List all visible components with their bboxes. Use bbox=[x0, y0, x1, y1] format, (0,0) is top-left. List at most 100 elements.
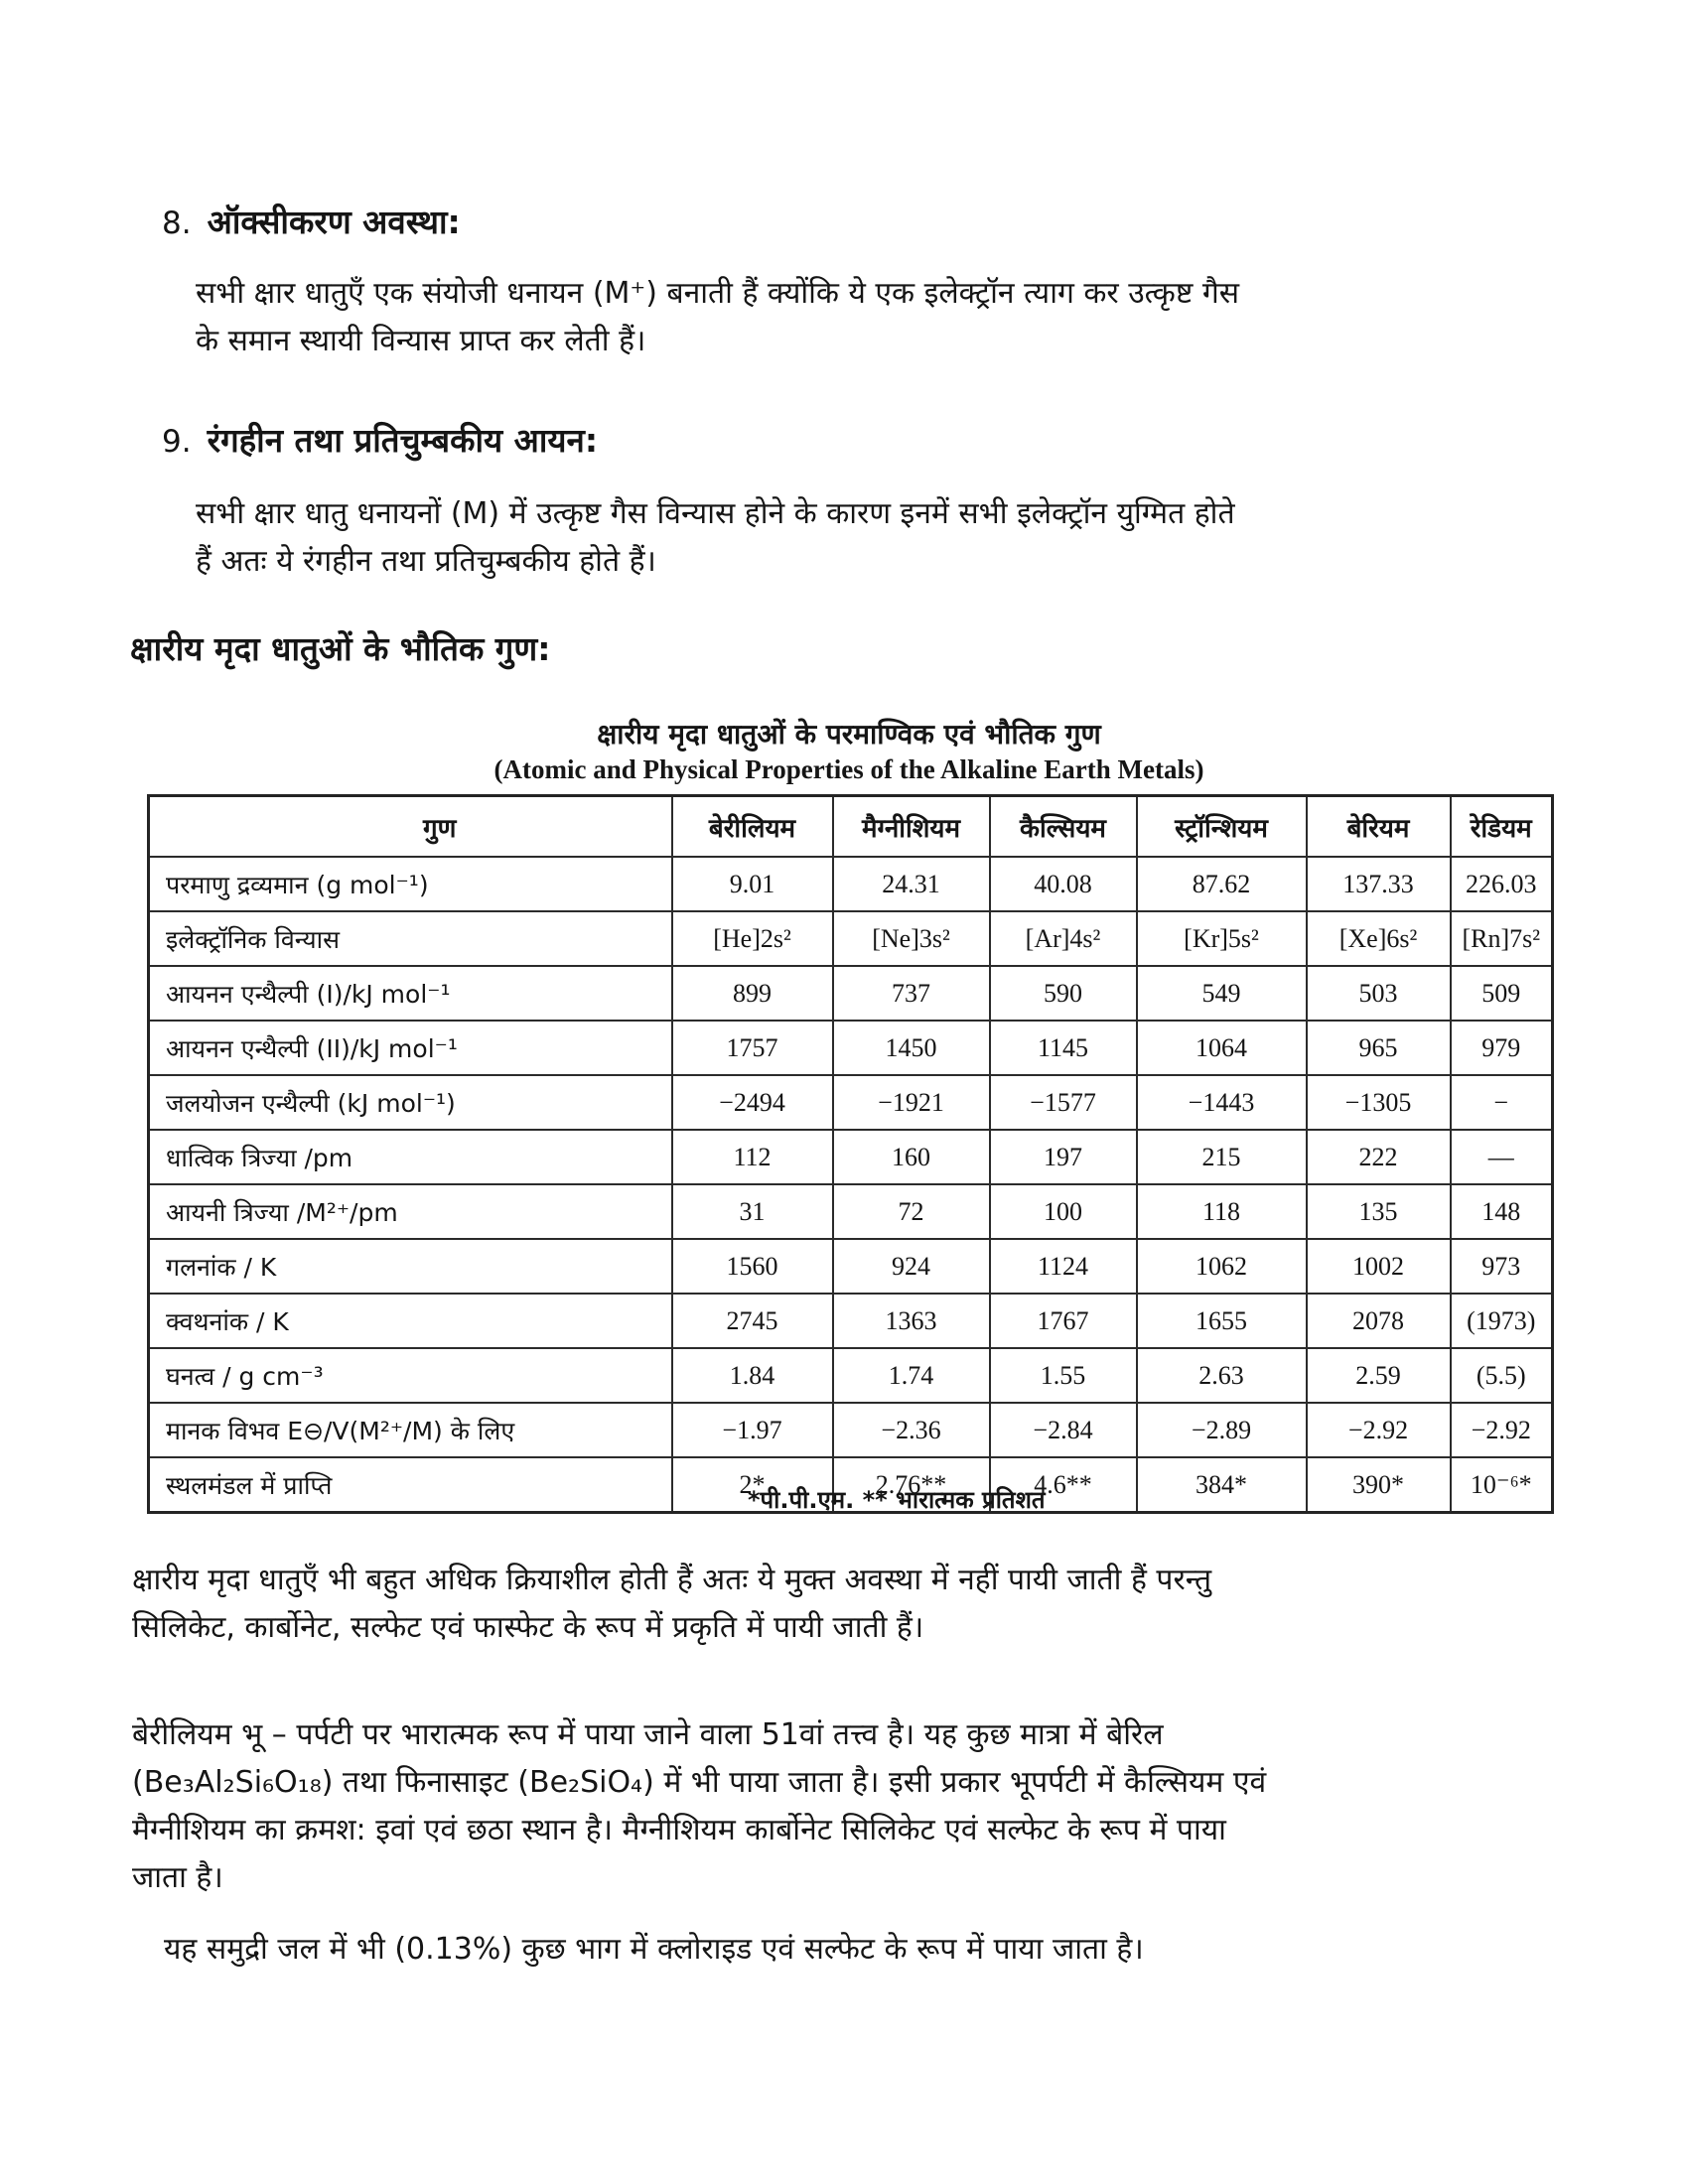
value-cell: −2.92 bbox=[1305, 1402, 1452, 1458]
value-cell: [Kr]5s² bbox=[1135, 910, 1308, 967]
value-cell: 973 bbox=[1449, 1238, 1554, 1295]
value-cell: −2.84 bbox=[988, 1402, 1138, 1458]
row-label-cell: परमाणु द्रव्यमान (g mol⁻¹) bbox=[147, 856, 673, 912]
value-cell: 2.59 bbox=[1305, 1347, 1452, 1404]
table-row: धात्विक त्रिज्या /pm 112 160 197 215 222… bbox=[147, 1129, 1554, 1185]
value-cell: 4.6** bbox=[988, 1456, 1138, 1514]
value-cell: 197 bbox=[988, 1129, 1138, 1185]
value-cell: 10⁻⁶* bbox=[1449, 1456, 1554, 1514]
table-header-row: गुण बेरीलियम मैग्नीशियम कैल्सियम स्ट्रॉन… bbox=[147, 794, 1554, 858]
value-cell: 135 bbox=[1305, 1183, 1452, 1240]
value-cell: 899 bbox=[670, 965, 834, 1022]
value-cell: 24.31 bbox=[831, 856, 991, 912]
table-row: जलयोजन एन्थैल्पी (kJ mol⁻¹) −2494 −1921 … bbox=[147, 1074, 1554, 1131]
text-line: के समान स्थायी विन्यास प्राप्त कर लेती ह… bbox=[196, 324, 646, 358]
value-cell: 226.03 bbox=[1449, 856, 1554, 912]
properties-table: गुण बेरीलियम मैग्नीशियम कैल्सियम स्ट्रॉन… bbox=[147, 794, 1554, 1514]
text-line: सभी क्षार धातु धनायनों (M) में उत्कृष्ट … bbox=[196, 496, 1235, 531]
value-cell: 737 bbox=[831, 965, 991, 1022]
text-line: सिलिकेट, कार्बोनेट, सल्फेट एवं फास्फेट क… bbox=[132, 1610, 924, 1645]
value-cell: [Ar]4s² bbox=[988, 910, 1138, 967]
value-cell: 137.33 bbox=[1305, 856, 1452, 912]
text-line: सभी क्षार धातुएँ एक संयोजी धनायन (M⁺) बन… bbox=[196, 276, 1240, 311]
table-row: स्थलमंडल में प्राप्ति 2* 2.76** 4.6** 38… bbox=[147, 1456, 1554, 1514]
value-cell: 2.76** bbox=[831, 1456, 991, 1514]
value-cell: [Ne]3s² bbox=[831, 910, 991, 967]
row-label-cell: जलयोजन एन्थैल्पी (kJ mol⁻¹) bbox=[147, 1074, 673, 1131]
column-header-cell: बेरियम bbox=[1305, 794, 1452, 858]
value-cell: − bbox=[1449, 1074, 1554, 1131]
value-cell: 1757 bbox=[670, 1020, 834, 1076]
table-row: आयनन एन्थैल्पी (II)/kJ mol⁻¹ 1757 1450 1… bbox=[147, 1020, 1554, 1076]
paragraph-oxidation: सभी क्षार धातुएँ एक संयोजी धनायन (M⁺) बन… bbox=[196, 270, 1239, 365]
row-label-cell: मानक विभव E⊖/V(M²⁺/M) के लिए bbox=[147, 1402, 673, 1458]
value-cell: 160 bbox=[831, 1129, 991, 1185]
value-cell: 1145 bbox=[988, 1020, 1138, 1076]
value-cell: 509 bbox=[1449, 965, 1554, 1022]
column-header-cell: बेरीलियम bbox=[670, 794, 834, 858]
value-cell: 590 bbox=[988, 965, 1138, 1022]
row-label-cell: गलनांक / K bbox=[147, 1238, 673, 1295]
value-cell: −2.92 bbox=[1449, 1402, 1554, 1458]
value-cell: 1560 bbox=[670, 1238, 834, 1295]
column-header-cell: रेडियम bbox=[1449, 794, 1554, 858]
paragraph-colorless-ions: सभी क्षार धातु धनायनों (M) में उत्कृष्ट … bbox=[196, 490, 1235, 586]
table-row: इलेक्ट्रॉनिक विन्यास [He]2s² [Ne]3s² [Ar… bbox=[147, 910, 1554, 967]
value-cell: 1450 bbox=[831, 1020, 991, 1076]
value-cell: 222 bbox=[1305, 1129, 1452, 1185]
row-label-cell: इलेक्ट्रॉनिक विन्यास bbox=[147, 910, 673, 967]
value-cell: 2745 bbox=[670, 1293, 834, 1349]
table-footnote: *पी.पी.एम. ** भारात्मक प्रतिशत bbox=[748, 1486, 1046, 1514]
value-cell: −1305 bbox=[1305, 1074, 1452, 1131]
table-title-english: (Atomic and Physical Properties of the A… bbox=[493, 754, 1204, 784]
value-cell: 148 bbox=[1449, 1183, 1554, 1240]
value-cell: 965 bbox=[1305, 1020, 1452, 1076]
text-line: मैग्नीशियम का क्रमश: इवां एवं छठा स्थान … bbox=[132, 1813, 1226, 1847]
value-cell: 390* bbox=[1305, 1456, 1452, 1514]
table-title-hindi: क्षारीय मृदा धातुओं के परमाण्विक एवं भौत… bbox=[597, 718, 1101, 751]
text-line: जाता है। bbox=[132, 1860, 223, 1895]
column-header-cell: कैल्सियम bbox=[988, 794, 1138, 858]
table-row: गलनांक / K 1560 924 1124 1062 1002 973 bbox=[147, 1238, 1554, 1295]
value-cell: 1064 bbox=[1135, 1020, 1308, 1076]
paragraph-sea-water: यह समुद्री जल में भी (0.13%) कुछ भाग में… bbox=[164, 1926, 1144, 1974]
row-label-cell: आयनी त्रिज्या /M²⁺/pm bbox=[147, 1183, 673, 1240]
value-cell: 1002 bbox=[1305, 1238, 1452, 1295]
value-cell: 215 bbox=[1135, 1129, 1308, 1185]
list-number: 8. bbox=[162, 205, 192, 241]
value-cell: −2.89 bbox=[1135, 1402, 1308, 1458]
value-cell: 549 bbox=[1135, 965, 1308, 1022]
value-cell: 2078 bbox=[1305, 1293, 1452, 1349]
value-cell: 1.84 bbox=[670, 1347, 834, 1404]
value-cell: [Rn]7s² bbox=[1449, 910, 1554, 967]
value-cell: 87.62 bbox=[1135, 856, 1308, 912]
value-cell: −1.97 bbox=[670, 1402, 834, 1458]
value-cell: (1973) bbox=[1449, 1293, 1554, 1349]
value-cell: 384* bbox=[1135, 1456, 1308, 1514]
value-cell: 1124 bbox=[988, 1238, 1138, 1295]
value-cell: −1577 bbox=[988, 1074, 1138, 1131]
column-header-cell: गुण bbox=[147, 794, 673, 858]
section-heading: क्षारीय मृदा धातुओं के भौतिक गुण: bbox=[130, 629, 551, 668]
list-item-9: 9. रंगहीन तथा प्रतिचुम्बकीय आयन: bbox=[162, 417, 598, 462]
value-cell: — bbox=[1449, 1129, 1554, 1185]
value-cell: −1443 bbox=[1135, 1074, 1308, 1131]
value-cell: 1.55 bbox=[988, 1347, 1138, 1404]
value-cell: −2.36 bbox=[831, 1402, 991, 1458]
value-cell: 100 bbox=[988, 1183, 1138, 1240]
table-row: घनत्व / g cm⁻³ 1.84 1.74 1.55 2.63 2.59 … bbox=[147, 1347, 1554, 1404]
list-number: 9. bbox=[162, 424, 192, 460]
text-line: (Be₃Al₂Si₆O₁₈) तथा फिनासाइट (Be₂SiO₄) मे… bbox=[132, 1765, 1267, 1800]
text-line: क्षारीय मृदा धातुएँ भी बहुत अधिक क्रियाश… bbox=[132, 1563, 1212, 1597]
value-cell: 2.63 bbox=[1135, 1347, 1308, 1404]
value-cell: 1062 bbox=[1135, 1238, 1308, 1295]
value-cell: (5.5) bbox=[1449, 1347, 1554, 1404]
value-cell: [Xe]6s² bbox=[1305, 910, 1452, 967]
paragraph-reactivity: क्षारीय मृदा धातुएँ भी बहुत अधिक क्रियाश… bbox=[132, 1557, 1211, 1652]
value-cell: −1921 bbox=[831, 1074, 991, 1131]
row-label-cell: धात्विक त्रिज्या /pm bbox=[147, 1129, 673, 1185]
list-item-heading: ऑक्सीकरण अवस्था: bbox=[207, 203, 461, 241]
value-cell: 2* bbox=[670, 1456, 834, 1514]
table-row: परमाणु द्रव्यमान (g mol⁻¹) 9.01 24.31 40… bbox=[147, 856, 1554, 912]
row-label-cell: स्थलमंडल में प्राप्ति bbox=[147, 1456, 673, 1514]
